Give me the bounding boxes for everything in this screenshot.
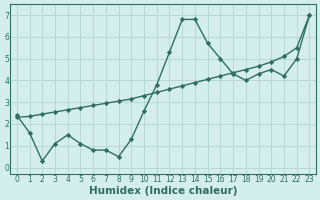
X-axis label: Humidex (Indice chaleur): Humidex (Indice chaleur): [89, 186, 237, 196]
